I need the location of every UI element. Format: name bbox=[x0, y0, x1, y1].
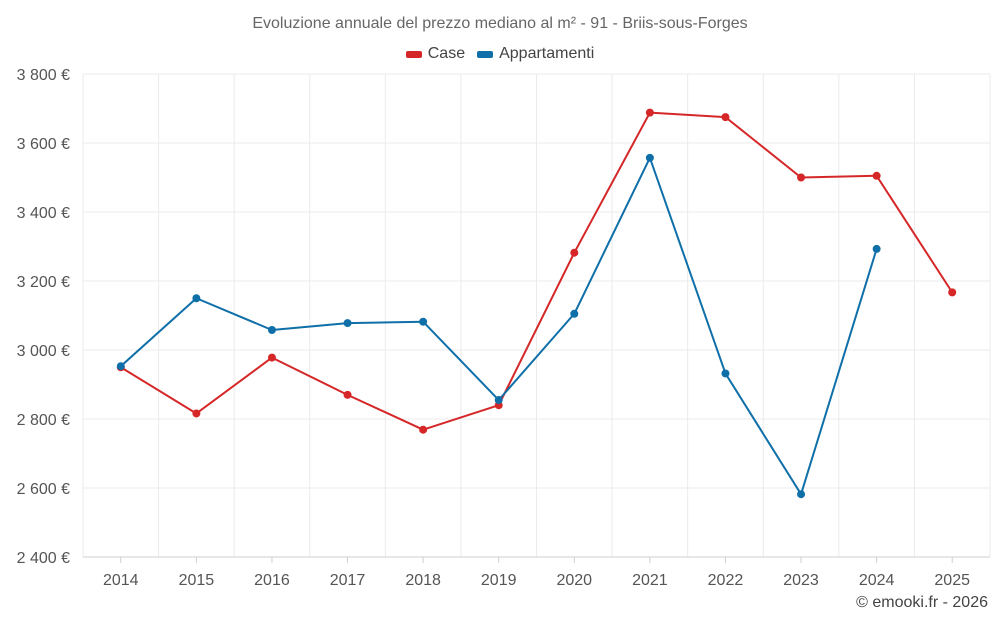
x-tick-label: 2024 bbox=[859, 572, 895, 589]
data-point-case[interactable] bbox=[872, 171, 881, 180]
x-tick-label: 2014 bbox=[103, 572, 139, 589]
x-tick-label: 2021 bbox=[632, 572, 668, 589]
chart-title: Evoluzione annuale del prezzo mediano al… bbox=[252, 15, 748, 32]
data-point-case[interactable] bbox=[948, 288, 957, 297]
y-tick-label: 3 000 € bbox=[17, 343, 70, 360]
x-tick-label: 2018 bbox=[405, 572, 441, 589]
data-point-case[interactable] bbox=[570, 248, 579, 257]
legend-item-case[interactable]: Case bbox=[405, 45, 466, 63]
y-tick-label: 3 400 € bbox=[17, 205, 70, 222]
data-point-case[interactable] bbox=[343, 390, 352, 399]
data-point-appartamenti[interactable] bbox=[116, 362, 125, 371]
x-tick-label: 2020 bbox=[556, 572, 592, 589]
x-tick-label: 2016 bbox=[254, 572, 290, 589]
credit-text: © emooki.fr - 2026 bbox=[856, 594, 988, 611]
legend: Case Appartamenti bbox=[0, 45, 1000, 63]
x-tick-label: 2023 bbox=[783, 572, 819, 589]
y-tick-label: 2 800 € bbox=[17, 412, 70, 429]
data-point-appartamenti[interactable] bbox=[872, 244, 881, 253]
x-tick-label: 2019 bbox=[481, 572, 517, 589]
x-tick-label: 2017 bbox=[330, 572, 366, 589]
x-tick-label: 2022 bbox=[708, 572, 744, 589]
axes: 2 400 € 2 600 € 2 800 € 3 000 € 3 200 € 3 400… bbox=[17, 67, 990, 589]
data-point-case[interactable] bbox=[797, 173, 806, 182]
legend-label-appartamenti: Appartamenti bbox=[499, 45, 595, 62]
data-point-case[interactable] bbox=[645, 108, 654, 117]
data-point-appartamenti[interactable] bbox=[570, 309, 579, 318]
legend-item-appartamenti[interactable]: Appartamenti bbox=[477, 45, 594, 63]
legend-swatch-appartamenti bbox=[477, 50, 494, 58]
y-tick-label: 3 200 € bbox=[17, 274, 70, 291]
data-point-appartamenti[interactable] bbox=[721, 369, 730, 378]
data-point-appartamenti[interactable] bbox=[343, 319, 352, 328]
data-point-appartamenti[interactable] bbox=[645, 153, 654, 162]
y-tick-label: 3 800 € bbox=[17, 67, 70, 84]
series-line-case bbox=[120, 111, 954, 431]
series bbox=[116, 108, 957, 499]
y-tick-label: 2 600 € bbox=[17, 481, 70, 498]
grid bbox=[82, 73, 991, 558]
x-tick-label: 2025 bbox=[934, 572, 970, 589]
x-tick-label: 2015 bbox=[179, 572, 215, 589]
data-point-appartamenti[interactable] bbox=[192, 294, 201, 303]
data-point-appartamenti[interactable] bbox=[419, 317, 428, 326]
data-point-appartamenti[interactable] bbox=[494, 396, 503, 405]
y-tick-label: 2 400 € bbox=[17, 550, 70, 567]
data-point-case[interactable] bbox=[267, 353, 276, 362]
legend-swatch-case bbox=[405, 50, 422, 58]
data-point-case[interactable] bbox=[721, 113, 730, 122]
data-point-case[interactable] bbox=[192, 409, 201, 418]
data-point-appartamenti[interactable] bbox=[797, 490, 806, 499]
legend-label-case: Case bbox=[427, 45, 466, 62]
data-point-case[interactable] bbox=[419, 425, 428, 434]
data-point-appartamenti[interactable] bbox=[267, 325, 276, 334]
y-tick-label: 3 600 € bbox=[17, 136, 70, 153]
